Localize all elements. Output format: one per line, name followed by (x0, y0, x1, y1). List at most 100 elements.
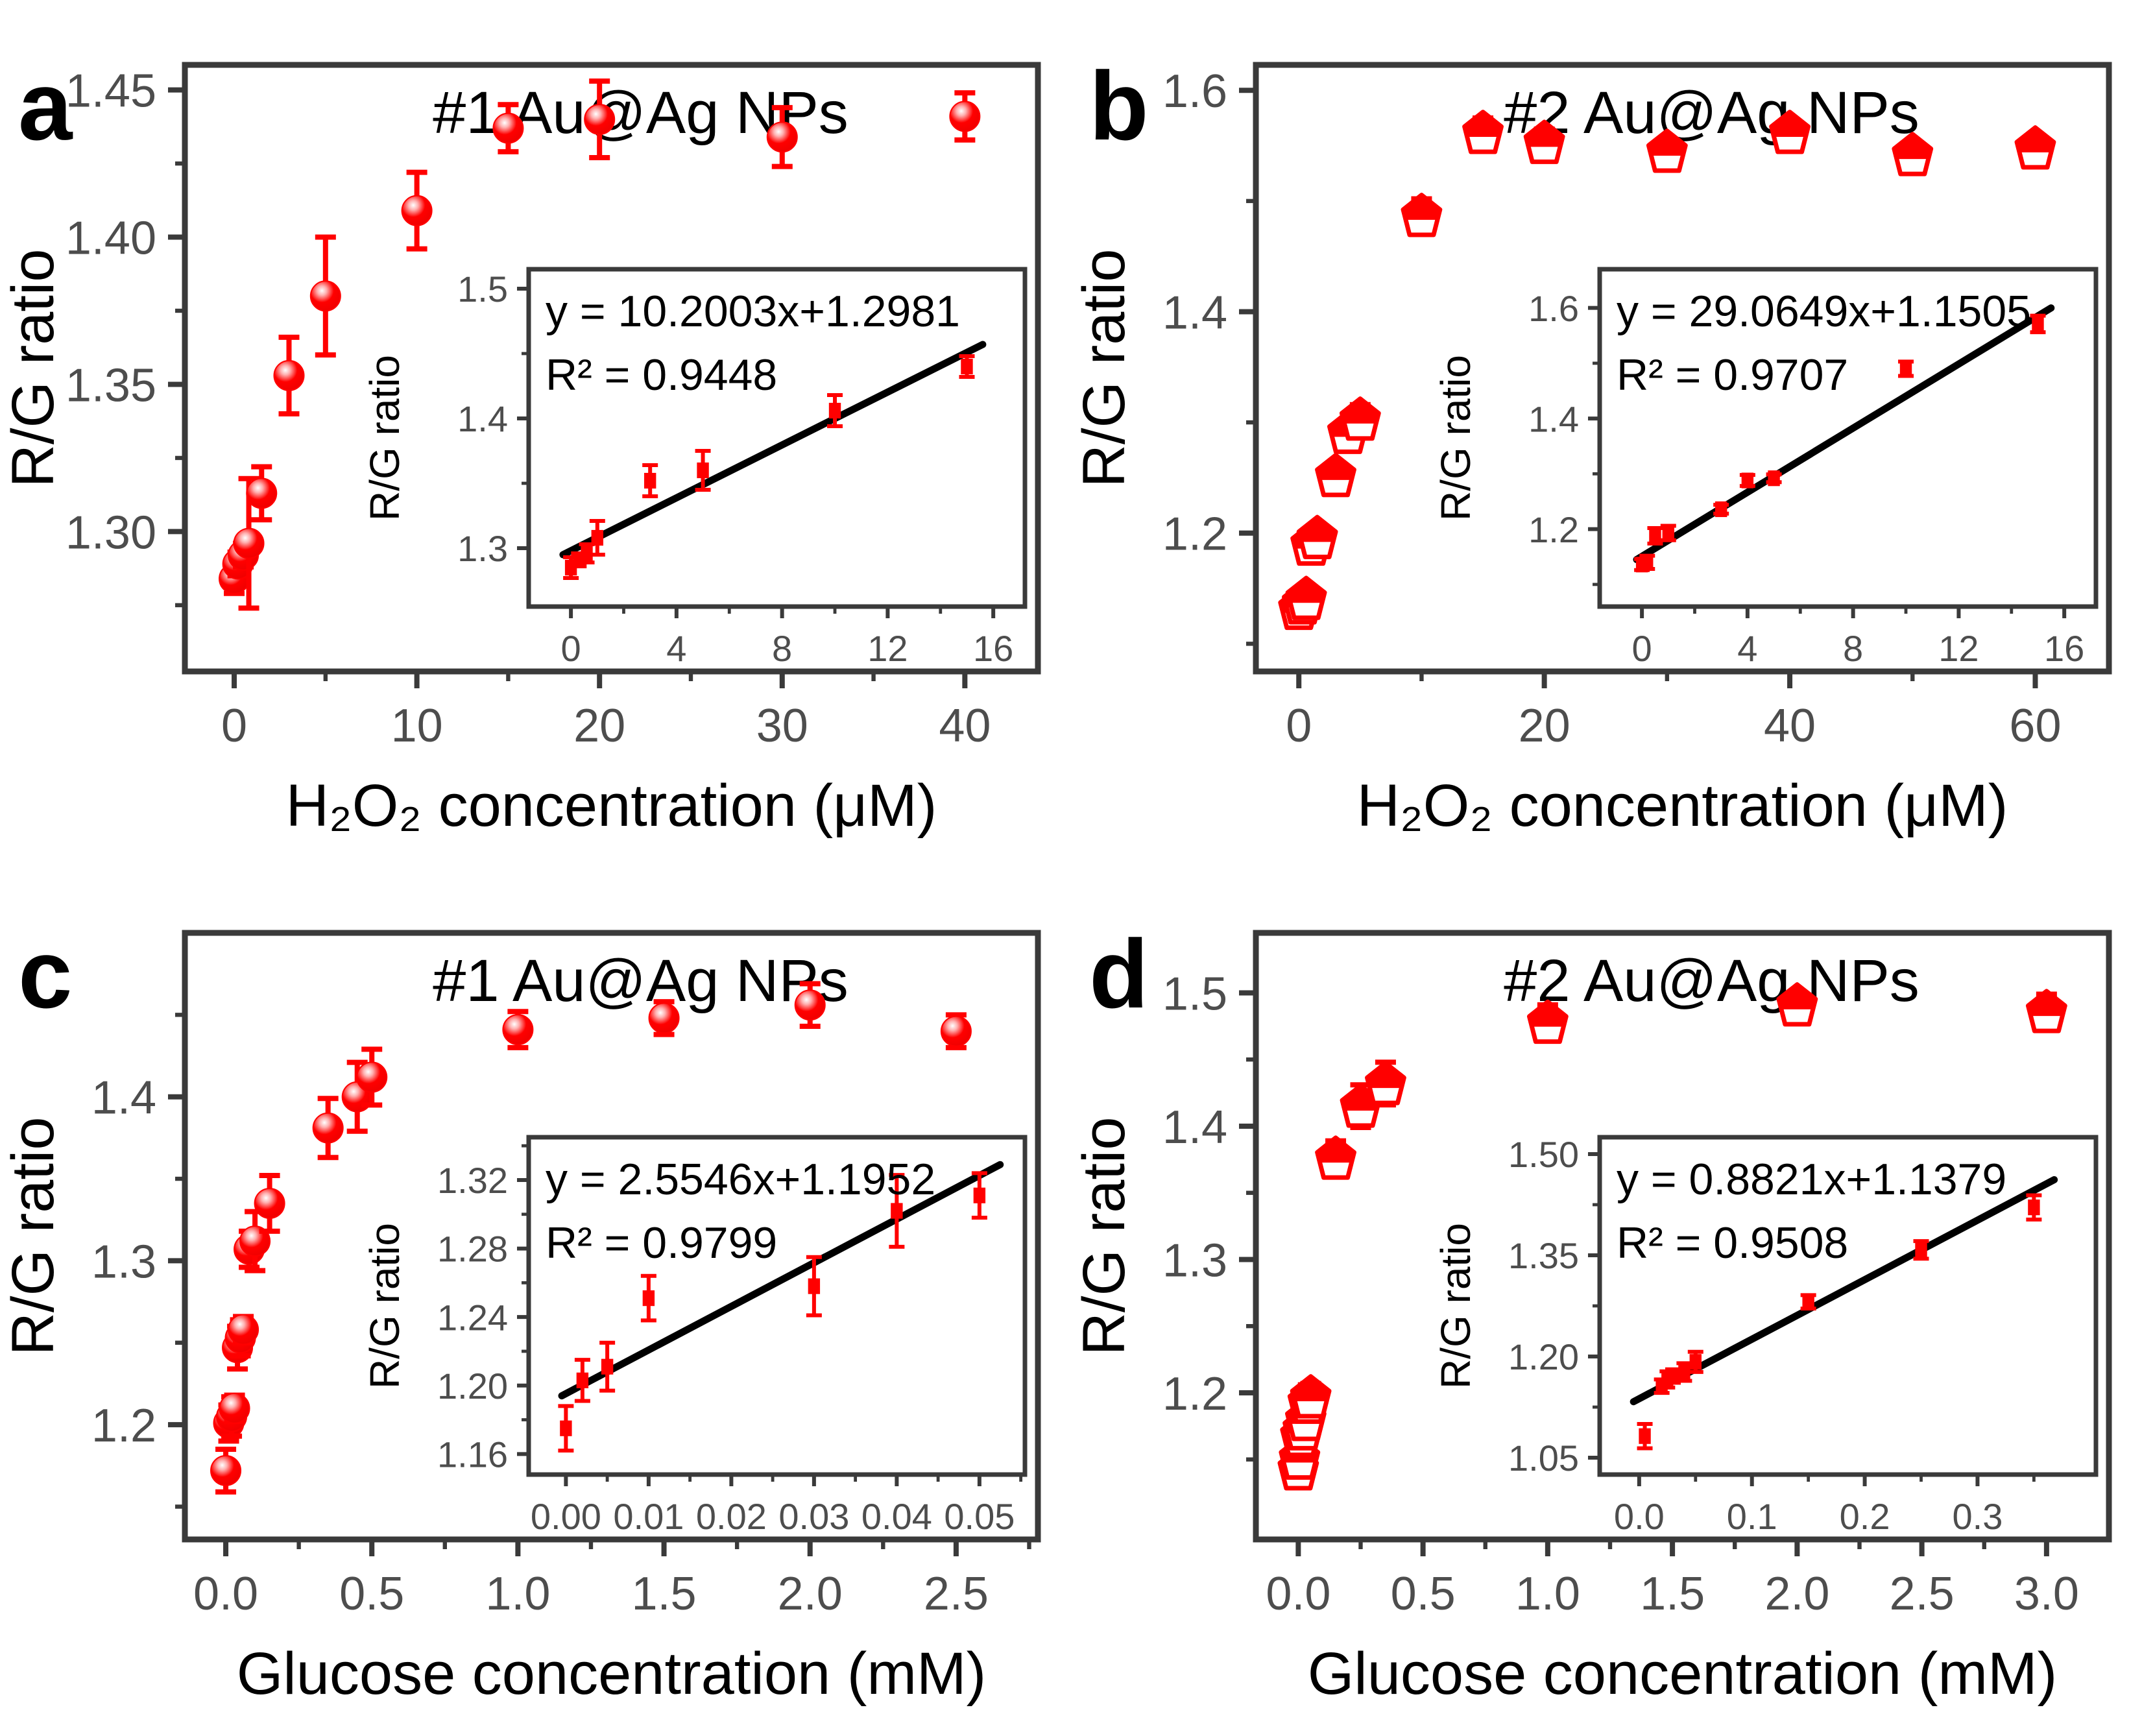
data-point-marker (1768, 470, 1780, 487)
y-tick-label: 1.20 (1508, 1336, 1579, 1377)
data-point-marker (1641, 554, 1654, 570)
y-tick-label: 1.50 (1508, 1134, 1579, 1175)
panel-title: #2 Au@Ag NPs (1504, 948, 1919, 1014)
inset-series (563, 354, 975, 580)
data-point-marker (233, 527, 265, 559)
y-tick-label: 1.2 (91, 1400, 156, 1452)
x-tick-label: 3.0 (2014, 1568, 2079, 1620)
main-series (1278, 110, 2056, 631)
x-tick-label: 0.01 (613, 1496, 684, 1537)
main-frame (1253, 62, 2112, 675)
x-tick-label: 20 (1519, 700, 1570, 752)
x-tick-label: 12 (867, 628, 908, 669)
y-tick-label: 1.16 (437, 1434, 508, 1475)
x-tick-label: 60 (2009, 700, 2061, 752)
inset-series (1634, 313, 2046, 573)
data-point-marker (1649, 527, 1661, 544)
data-point-marker (312, 1112, 344, 1144)
panel-letter: b (1089, 51, 1149, 160)
x-tick-label: 40 (939, 700, 991, 752)
data-point-marker-fill (1777, 983, 1817, 1009)
y-tick-label: 1.4 (457, 398, 508, 439)
y-tick-label: 1.3 (1162, 1235, 1227, 1286)
inset-axes: 0 4 8 12 16 1.2 1.4 1.6 (1528, 267, 2099, 669)
data-point-marker (1741, 472, 1754, 488)
data-point-marker (1639, 1428, 1651, 1444)
x-tick-label: 0 (561, 628, 581, 669)
x-tick-label: 2.0 (1764, 1568, 1829, 1620)
x-tick-label: 10 (391, 700, 443, 752)
panel-c-chart: c 0.0 0.5 1.0 1.5 2.0 2.5 1.2 1.3 1.4 #1 Au@Ag NPs… (0, 868, 1071, 1736)
x-tick-label: 2.0 (778, 1568, 843, 1620)
main-series (1277, 982, 2067, 1491)
main-frame (182, 930, 1041, 1543)
inset-frame (526, 1135, 1028, 1477)
x-tick-label: 0.5 (1391, 1568, 1456, 1620)
y-tick-label: 1.28 (437, 1229, 508, 1270)
inset-equation: y = 2.5546x+1.1952 (546, 1155, 935, 1204)
y-tick-label: 1.2 (1162, 509, 1227, 561)
data-point-marker (591, 529, 603, 546)
data-point-marker (560, 1420, 572, 1436)
data-point-marker (1715, 501, 1727, 518)
data-point-marker (356, 1061, 388, 1093)
x-tick-label: 1.5 (1640, 1568, 1705, 1620)
data-point-marker (961, 358, 973, 375)
x-tick-label: 0.1 (1727, 1496, 1777, 1537)
data-point-marker (697, 462, 709, 479)
data-point-marker (766, 121, 798, 153)
y-tick-label: 1.24 (437, 1297, 508, 1338)
panel-letter: d (1089, 919, 1149, 1028)
inset-background (1600, 1137, 2096, 1475)
inset-y-axis-label: R/G ratio (361, 1223, 408, 1389)
x-tick-label: 0.04 (861, 1496, 932, 1537)
x-tick-label: 0.02 (696, 1496, 767, 1537)
y-axis-label: R/G ratio (1071, 248, 1137, 487)
y-tick-label: 1.40 (66, 212, 156, 264)
y-tick-label: 1.6 (1162, 66, 1227, 117)
inset-axes: 0.00 0.01 0.02 0.03 0.04 0.05 1.16 1.20 1.24 1.28… (437, 1135, 1028, 1537)
x-tick-label: 0 (221, 700, 247, 752)
x-tick-label: 4 (666, 628, 686, 669)
inset-r2: R² = 0.9707 (1617, 350, 1848, 400)
x-tick-label: 0.0 (193, 1568, 258, 1620)
x-tick-label: 1.0 (1515, 1568, 1580, 1620)
x-axis-label: Glucose concentration (mM) (237, 1641, 987, 1707)
panel-a-chart: a0 10 20 30 401.301.351.401.45 #1 Au@Ag NPsH₂… (0, 0, 1071, 868)
inset-axes: 0 4 8 12 16 1.3 1.4 1.5 (457, 267, 1028, 669)
data-point-marker (219, 1392, 250, 1424)
main-axes: 0 20 40 601.21.41.6 (1162, 62, 2112, 752)
inset-equation: y = 0.8821x+1.1379 (1617, 1155, 2006, 1204)
data-point-marker (891, 1203, 903, 1219)
inset-background (529, 269, 1025, 607)
panel-letter: c (18, 919, 72, 1028)
x-tick-label: 0.2 (1840, 1496, 1890, 1537)
y-tick-label: 1.3 (91, 1236, 156, 1288)
x-tick-label: 2.5 (1890, 1568, 1955, 1620)
data-point-marker-fill (1297, 516, 1337, 542)
data-point-marker (254, 1187, 285, 1219)
data-point-marker (1689, 1354, 1702, 1370)
x-axis-label: H₂O₂ concentration (μM) (286, 773, 937, 839)
main-series (219, 78, 981, 611)
fit-line (1633, 304, 2055, 564)
data-point-marker (794, 989, 826, 1021)
y-axis-label: R/G ratio (1071, 1116, 1137, 1355)
inset-r2: R² = 0.9448 (546, 350, 777, 400)
data-point-marker (642, 1290, 655, 1307)
x-tick-label: 30 (756, 700, 808, 752)
data-point-marker (828, 402, 841, 419)
y-tick-label: 1.20 (437, 1366, 508, 1406)
x-tick-label: 2.5 (924, 1568, 989, 1620)
inset-frame (526, 267, 1028, 609)
y-tick-label: 1.5 (1162, 968, 1227, 1020)
data-point-marker (973, 1187, 986, 1203)
y-tick-label: 1.4 (1528, 398, 1579, 439)
data-point-marker-fill (1770, 111, 1809, 137)
fit-line (1630, 1176, 2058, 1406)
x-axis-label: H₂O₂ concentration (μM) (1357, 773, 2008, 839)
y-tick-label: 1.2 (1162, 1368, 1227, 1420)
inset-background (1600, 269, 2096, 607)
data-point-marker (2028, 1200, 2040, 1216)
